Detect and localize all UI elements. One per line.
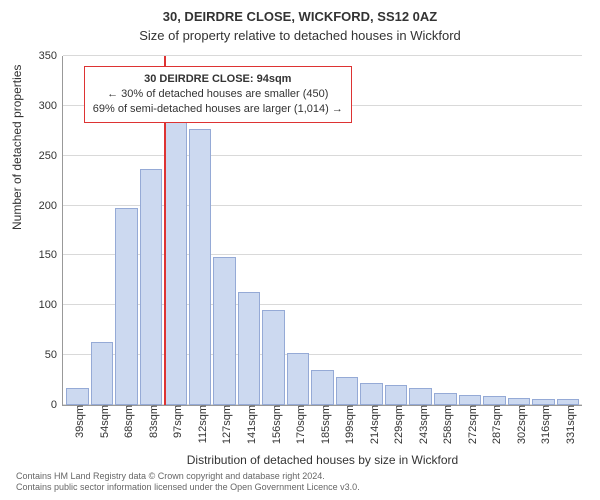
annotation-smaller: ← 30% of detached houses are smaller (45…: [107, 88, 328, 100]
x-tick-label: 272sqm: [461, 405, 479, 444]
histogram-bar: [238, 292, 261, 405]
y-axis-label: Number of detached properties: [10, 65, 24, 230]
y-tick-label: 150: [39, 249, 63, 261]
annotation-title: 30 DEIRDRE CLOSE: 94sqm: [144, 73, 291, 85]
x-tick-label: 185sqm: [314, 405, 332, 444]
histogram-bar: [115, 208, 138, 405]
histogram-bar: [459, 395, 482, 405]
x-tick-label: 170sqm: [289, 405, 307, 444]
histogram-bar: [483, 396, 506, 405]
bar-slot: 229sqm: [384, 56, 409, 405]
x-tick-label: 199sqm: [338, 405, 356, 444]
x-axis-label: Distribution of detached houses by size …: [63, 453, 582, 467]
histogram-bar: [213, 257, 236, 405]
y-tick-label: 100: [39, 299, 63, 311]
histogram-bar: [311, 370, 334, 405]
chart-plot-area: 050100150200250300350 39sqm54sqm68sqm83s…: [62, 56, 582, 406]
x-tick-label: 141sqm: [240, 405, 258, 444]
x-tick-label: 127sqm: [215, 405, 233, 444]
histogram-bar: [262, 310, 285, 405]
bar-slot: 302sqm: [507, 56, 532, 405]
bar-slot: 331sqm: [556, 56, 581, 405]
histogram-bar: [385, 385, 408, 405]
page-subtitle: Size of property relative to detached ho…: [0, 26, 600, 43]
x-tick-label: 97sqm: [166, 405, 184, 438]
x-tick-label: 68sqm: [117, 405, 135, 438]
y-tick-label: 300: [39, 100, 63, 112]
annotation-box: 30 DEIRDRE CLOSE: 94sqm ← 30% of detache…: [84, 66, 352, 123]
y-tick-label: 350: [39, 50, 63, 62]
histogram-bar: [508, 398, 531, 405]
page-title: 30, DEIRDRE CLOSE, WICKFORD, SS12 0AZ: [0, 0, 600, 26]
x-tick-label: 302sqm: [510, 405, 528, 444]
footer-line1: Contains HM Land Registry data © Crown c…: [16, 471, 325, 481]
histogram-bar: [91, 342, 114, 405]
y-tick-label: 50: [45, 349, 63, 361]
x-tick-label: 316sqm: [534, 405, 552, 444]
histogram-bar: [360, 383, 383, 405]
bar-slot: 258sqm: [433, 56, 458, 405]
annotation-larger: 69% of semi-detached houses are larger (…: [93, 103, 343, 115]
x-tick-label: 287sqm: [485, 405, 503, 444]
x-tick-label: 83sqm: [142, 405, 160, 438]
histogram-bar: [66, 388, 89, 405]
footer-line2: Contains public sector information licen…: [16, 482, 360, 492]
x-tick-label: 258sqm: [436, 405, 454, 444]
y-tick-label: 200: [39, 200, 63, 212]
x-tick-label: 229sqm: [387, 405, 405, 444]
y-tick-label: 0: [51, 399, 63, 411]
histogram-bar: [140, 169, 163, 405]
histogram-bar: [164, 99, 187, 405]
x-tick-label: 243sqm: [412, 405, 430, 444]
x-tick-label: 331sqm: [559, 405, 577, 444]
x-tick-label: 39sqm: [68, 405, 86, 438]
bar-slot: 316sqm: [531, 56, 556, 405]
bar-slot: 272sqm: [458, 56, 483, 405]
histogram-bar: [409, 388, 432, 405]
histogram-bar: [336, 377, 359, 405]
x-tick-label: 156sqm: [265, 405, 283, 444]
y-tick-label: 250: [39, 150, 63, 162]
x-tick-label: 112sqm: [191, 405, 209, 443]
histogram-bar: [287, 353, 310, 405]
bar-slot: 243sqm: [408, 56, 433, 405]
histogram-bar: [434, 393, 457, 405]
x-tick-label: 214sqm: [363, 405, 381, 444]
bar-slot: 287sqm: [482, 56, 507, 405]
histogram-bar: [189, 129, 212, 405]
footer-attribution: Contains HM Land Registry data © Crown c…: [16, 471, 360, 494]
x-tick-label: 54sqm: [93, 405, 111, 438]
bar-slot: 214sqm: [359, 56, 384, 405]
